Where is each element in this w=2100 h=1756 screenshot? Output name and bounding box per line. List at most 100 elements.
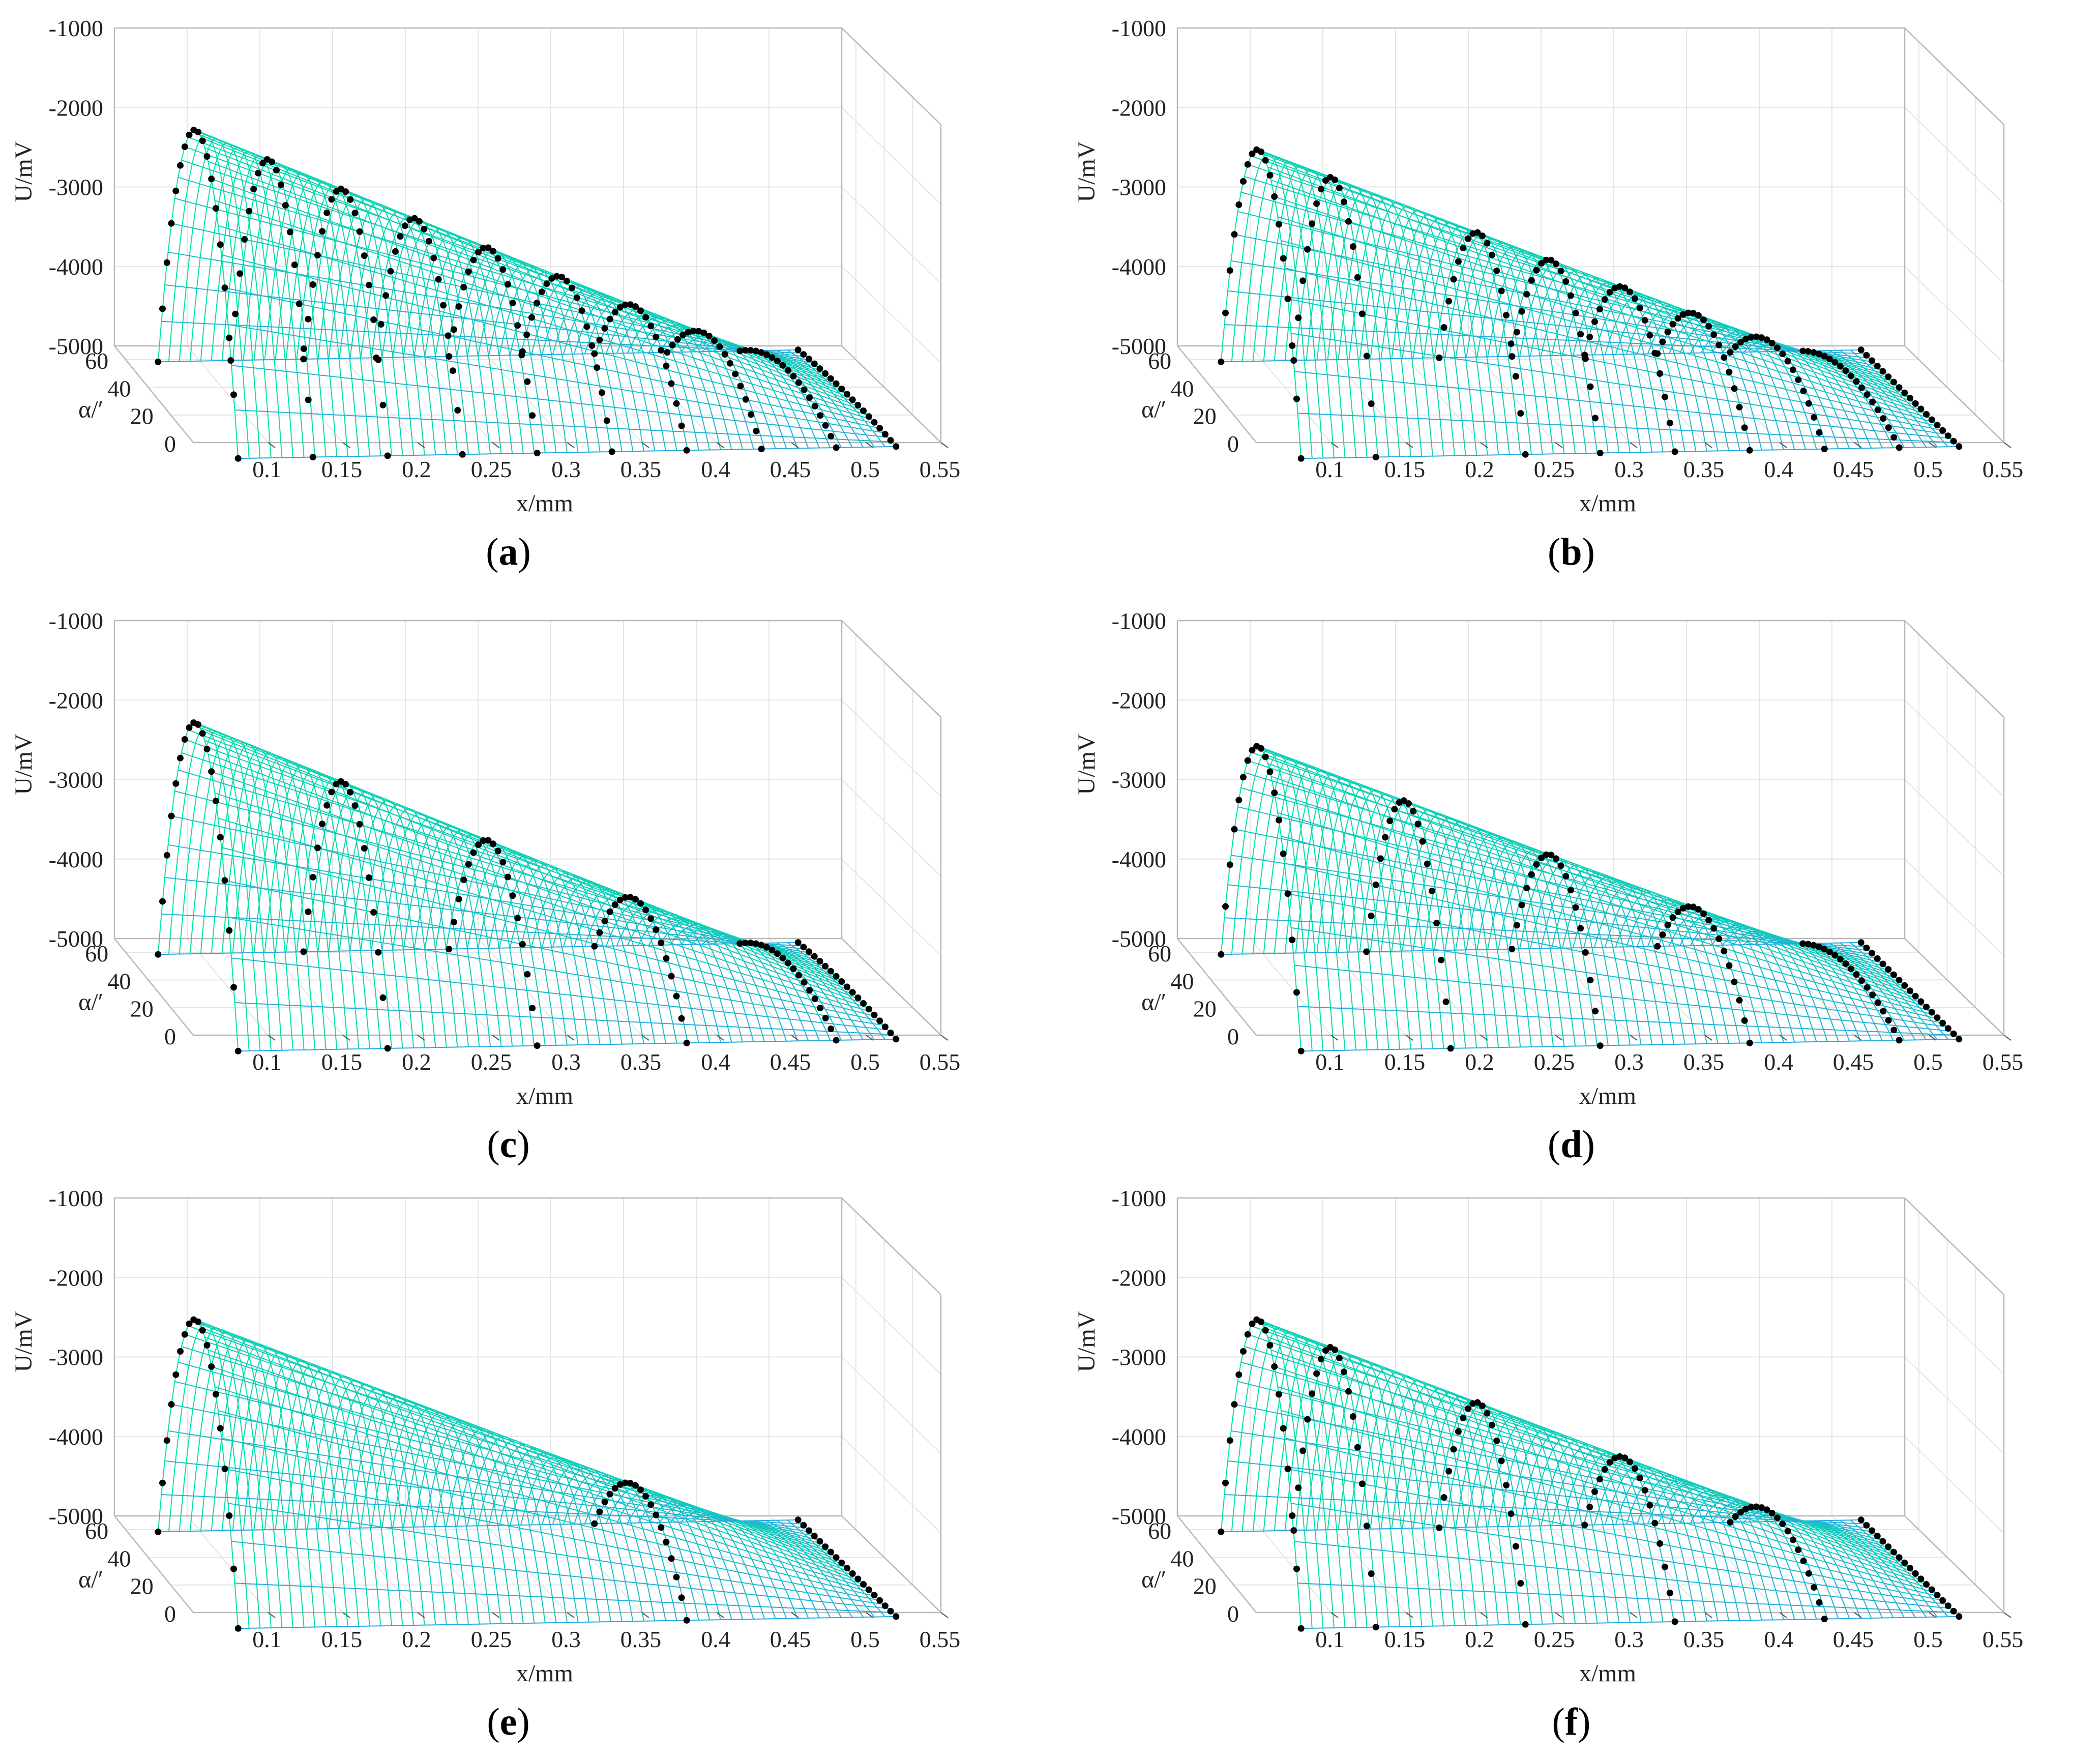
- grid-line: [1613, 1515, 1705, 1613]
- y-tick-label: 40: [107, 968, 131, 994]
- z-axis-label: U/mV: [1073, 734, 1100, 795]
- data-point: [519, 941, 526, 948]
- measured-points: [155, 719, 900, 1055]
- data-point: [1235, 201, 1243, 208]
- data-point: [1244, 161, 1251, 168]
- data-point: [1293, 989, 1300, 996]
- x-tick-mark: [567, 442, 575, 448]
- x-tick-label: 0.1: [252, 1049, 282, 1075]
- data-point: [632, 896, 639, 903]
- x-tick-mark: [1704, 1612, 1712, 1618]
- data-point: [553, 273, 560, 280]
- x-axis-label: x/mm: [516, 1082, 573, 1109]
- data-point: [647, 915, 655, 922]
- x-tick-label: 0.25: [1534, 1626, 1575, 1652]
- surface-line: [157, 722, 239, 1051]
- z-tick-label: -3000: [49, 174, 103, 200]
- data-point: [1944, 1025, 1951, 1032]
- data-point: [854, 1575, 862, 1583]
- data-point: [1869, 398, 1876, 405]
- data-point: [217, 1425, 224, 1432]
- data-point: [203, 746, 211, 752]
- x-tick-mark: [791, 442, 799, 448]
- y-tick-label: 20: [130, 996, 154, 1022]
- data-point: [622, 1479, 629, 1486]
- data-point: [1700, 910, 1707, 917]
- data-point: [594, 364, 601, 371]
- data-point: [668, 380, 675, 387]
- data-point: [1318, 186, 1325, 193]
- data-point: [1606, 1459, 1613, 1466]
- data-point: [1336, 1355, 1343, 1362]
- x-tick-mark: [866, 1035, 874, 1041]
- surface-line: [178, 769, 823, 964]
- data-point: [1816, 1599, 1823, 1606]
- data-point: [616, 896, 624, 903]
- surface-line: [161, 320, 803, 354]
- data-point: [1469, 1400, 1476, 1407]
- grid-line: [623, 938, 717, 1036]
- data-point: [1377, 855, 1384, 862]
- surface-line: [1287, 1468, 1943, 1601]
- x-tick-mark: [1854, 442, 1862, 448]
- x-tick-label: 0.35: [1683, 1626, 1725, 1652]
- data-point: [817, 1005, 824, 1012]
- data-point: [1646, 332, 1653, 339]
- data-point: [490, 840, 496, 847]
- data-point: [833, 1037, 840, 1044]
- x-tick-mark: [1854, 1035, 1862, 1041]
- data-point: [1440, 324, 1447, 331]
- grid-line: [1395, 1515, 1481, 1613]
- data-point: [1231, 826, 1238, 833]
- grid-line: [1904, 186, 2004, 284]
- data-point: [794, 939, 802, 946]
- surface-line: [1221, 349, 1861, 363]
- data-point: [177, 1348, 184, 1355]
- data-point: [1795, 1546, 1802, 1553]
- data-point: [323, 209, 331, 216]
- data-point: [1753, 333, 1760, 340]
- data-point: [736, 347, 744, 355]
- data-point: [833, 444, 840, 451]
- data-point: [1567, 887, 1574, 894]
- data-point: [690, 328, 697, 335]
- data-point: [1518, 308, 1525, 315]
- surface-line: [1291, 927, 1947, 1028]
- data-point: [356, 228, 363, 235]
- data-point: [1939, 1019, 1946, 1027]
- data-point: [446, 946, 453, 953]
- grid-line: [187, 345, 269, 443]
- surface-line: [164, 284, 807, 358]
- surface-line: [1294, 1541, 1951, 1609]
- surface-mesh: [157, 722, 897, 1052]
- data-point: [1664, 922, 1671, 928]
- grid-line: [1904, 266, 2004, 364]
- grid-line: [623, 345, 717, 443]
- data-point: [822, 1543, 829, 1550]
- data-point: [669, 341, 676, 348]
- data-point: [1659, 931, 1666, 938]
- data-point: [213, 1391, 219, 1398]
- data-point: [1885, 1017, 1892, 1024]
- x-tick-label: 0.25: [471, 456, 512, 482]
- data-point: [1901, 1559, 1908, 1566]
- data-point: [800, 1521, 807, 1529]
- data-point: [1436, 354, 1443, 361]
- data-point: [658, 347, 665, 354]
- y-tick-label: 0: [1227, 431, 1239, 457]
- data-point: [1631, 1465, 1638, 1472]
- data-point: [794, 1516, 802, 1524]
- data-point: [653, 1511, 660, 1518]
- surface-line: [1224, 917, 1866, 947]
- data-point: [800, 944, 807, 951]
- data-point: [465, 861, 472, 868]
- data-point: [430, 254, 437, 261]
- z-tick-label: -3000: [49, 767, 103, 793]
- surface-line: [1220, 745, 1302, 1051]
- x-tick-mark: [1405, 442, 1413, 448]
- data-point: [833, 973, 840, 980]
- data-point: [314, 844, 321, 852]
- data-point: [1716, 341, 1723, 348]
- data-point: [887, 1607, 894, 1615]
- data-point: [1299, 1447, 1307, 1454]
